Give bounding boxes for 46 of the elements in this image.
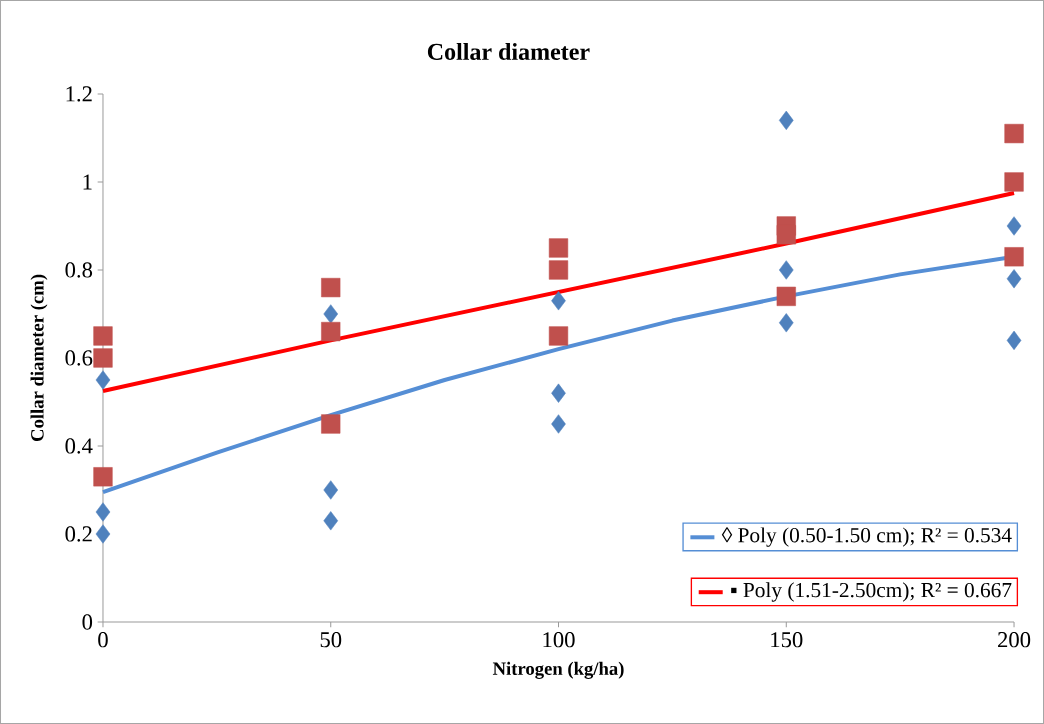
x-tick-label: 150 [771,632,803,648]
point [548,326,569,346]
point [1004,172,1024,192]
point [321,321,341,342]
point [1006,269,1022,289]
point [551,414,566,434]
point [551,383,566,403]
point [779,260,794,280]
y-tick-label: 1.2 [66,86,92,102]
y-axis-title: Collar diameter (cm) [30,274,48,442]
y-tick-label: 1 [83,174,92,190]
point [321,414,341,434]
point [321,277,341,298]
point [323,480,339,500]
point [323,304,339,324]
point [95,370,111,390]
y-tick-label: 0 [82,614,93,630]
x-tick-label: 200 [998,632,1031,648]
point [93,467,113,487]
chart-title: Collar diameter [427,43,590,60]
point [1006,216,1022,236]
point [93,326,113,346]
legend-label: ◊ Poly (0.50-1.50 cm); R² = 0.534 [721,527,1012,547]
point [551,291,566,311]
legend-label: ▪ Poly (1.51-2.50cm); R² = 0.667 [731,582,1012,602]
point [93,348,113,368]
point [323,511,339,531]
point [779,313,794,333]
point [95,524,111,544]
point [548,260,569,280]
x-tick-label: 100 [543,632,575,648]
x-tick-label: 0 [98,632,108,648]
point [779,110,794,130]
point [1004,247,1024,267]
y-tick-label: 0.4 [65,438,93,454]
y-tick-label: 0.2 [65,526,92,542]
point [95,502,111,522]
point [1004,123,1024,144]
point [776,286,796,306]
y-tick-label: 0.8 [65,262,93,278]
x-axis-title: Nitrogen (kg/ha) [492,661,624,679]
point [548,238,569,258]
point [776,225,796,245]
y-tick-label: 0.6 [65,350,93,366]
x-tick-label: 50 [320,632,342,648]
point [1006,330,1022,350]
